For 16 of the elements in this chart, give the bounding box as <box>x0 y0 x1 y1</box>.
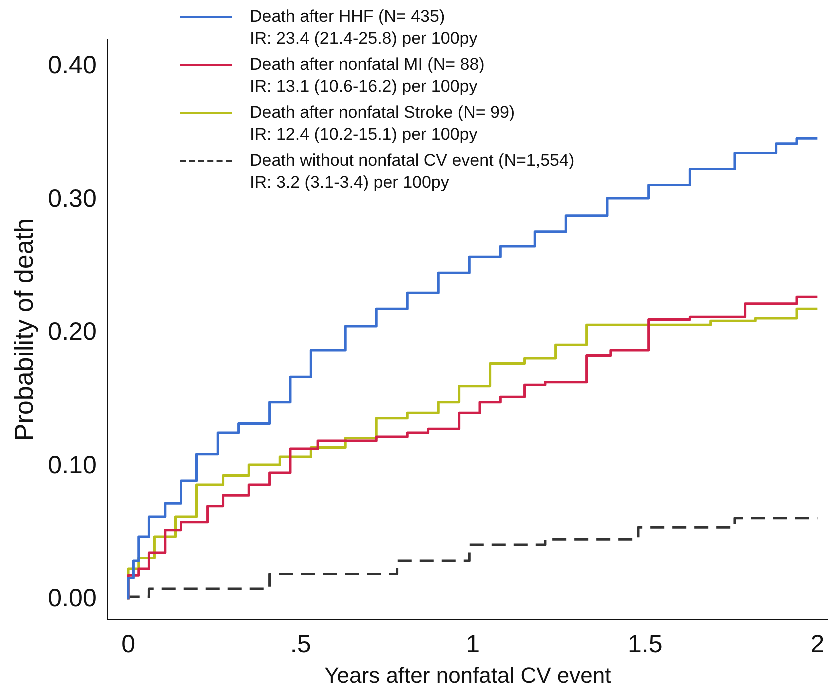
x-tick-label: 1 <box>466 630 480 658</box>
y-axis-title: Probability of death <box>8 218 39 442</box>
x-tick-label: 1.5 <box>628 630 663 658</box>
y-tick-label: 0.40 <box>48 52 97 80</box>
x-axis-title: Years after nonfatal CV event <box>324 662 612 688</box>
legend-label: Death after nonfatal Stroke (N= 99) IR: 12.4 (10.2-15.1) per 100py <box>250 102 516 146</box>
legend-label: Death after HHF (N= 435) IR: 23.4 (21.4-25.8) per 100py <box>250 6 478 50</box>
y-tick-label: 0.00 <box>48 584 97 613</box>
x-tick-label: 2 <box>810 630 825 658</box>
y-tick-label: 0.10 <box>48 451 97 480</box>
x-tick-label: .5 <box>290 630 312 658</box>
y-tick-label: 0.30 <box>48 184 97 213</box>
y-tick-label: 0.20 <box>48 318 97 346</box>
legend-label: Death without nonfatal CV event (N=1,554) IR: 3.2 (3.1-3.4) per 100py <box>250 150 575 194</box>
legend-label: Death after nonfatal MI (N= 88) IR: 13.1 (10.6-16.2) per 100py <box>250 54 485 98</box>
x-tick-label: 0 <box>122 630 136 658</box>
